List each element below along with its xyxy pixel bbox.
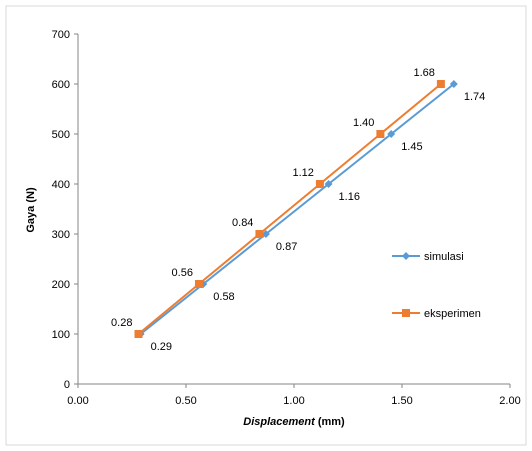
data-point-eksperimen xyxy=(255,230,264,238)
data-label-eksperimen: 0.28 xyxy=(111,317,132,329)
x-axis-title-unit: (mm) xyxy=(315,416,345,428)
y-tick-label: 400 xyxy=(52,179,70,191)
data-label-eksperimen: 0.84 xyxy=(232,217,253,229)
y-tick-label: 200 xyxy=(52,279,70,291)
y-tick-label: 100 xyxy=(52,329,70,341)
y-tick-label: 700 xyxy=(52,29,70,41)
x-axis-title: Displacement (mm) xyxy=(243,416,345,428)
x-tick-label: 1.00 xyxy=(283,395,304,407)
data-point-simulasi xyxy=(324,180,333,188)
data-point-eksperimen xyxy=(376,130,385,138)
series-line-eksperimen xyxy=(137,83,442,335)
legend-label: eksperimen xyxy=(424,308,481,320)
y-axis: 0 100 200 300 400 500 600 700 xyxy=(52,29,79,391)
data-point-eksperimen xyxy=(315,180,324,188)
legend-swatch-marker xyxy=(402,252,410,260)
data-label-simulasi: 0.58 xyxy=(213,291,234,303)
x-tick-label: 0.00 xyxy=(67,395,88,407)
legend-swatch-marker xyxy=(402,309,410,317)
data-point-eksperimen xyxy=(194,280,203,288)
data-label-simulasi: 1.74 xyxy=(464,91,485,103)
series-area xyxy=(134,80,458,338)
data-label-simulasi: 1.16 xyxy=(339,191,360,203)
data-point-simulasi xyxy=(387,130,396,138)
data-label-simulasi: 0.87 xyxy=(276,241,297,253)
x-tick-label: 1.50 xyxy=(391,395,412,407)
data-point-eksperimen xyxy=(436,80,445,88)
data-point-eksperimen xyxy=(134,330,143,338)
series-line-simulasi xyxy=(140,83,455,335)
x-axis-title-main: Displacement xyxy=(243,416,316,428)
data-label-eksperimen: 1.40 xyxy=(353,117,374,129)
y-tick-label: 300 xyxy=(52,229,70,241)
legend-label: simulasi xyxy=(424,251,464,263)
data-point-simulasi xyxy=(449,80,458,88)
data-label-eksperimen: 1.68 xyxy=(413,67,434,79)
y-tick-label: 600 xyxy=(52,79,70,91)
y-tick-label: 500 xyxy=(52,129,70,141)
data-label-eksperimen: 0.56 xyxy=(172,267,193,279)
chart-frame xyxy=(5,5,527,446)
y-tick-label: 0 xyxy=(64,379,70,391)
series-eksperimen xyxy=(134,80,445,338)
y-axis-title: Gaya (N) xyxy=(25,187,37,233)
x-tick-label: 0.50 xyxy=(175,395,196,407)
series-simulasi xyxy=(136,80,458,338)
data-label-simulasi: 1.45 xyxy=(401,141,422,153)
x-axis: 0.00 0.50 1.00 1.50 2.00 xyxy=(67,383,521,407)
x-tick-label: 2.00 xyxy=(499,395,520,407)
legend-item-eksperimen: eksperimen xyxy=(392,308,481,320)
data-labels: 0.29 0.58 0.87 1.16 1.45 1.74 0.28 0.56 0.84 1.12… xyxy=(111,67,485,353)
data-point-simulasi xyxy=(261,230,270,238)
legend: simulasi eksperimen xyxy=(392,251,481,320)
data-label-simulasi: 0.29 xyxy=(151,341,172,353)
legend-item-simulasi: simulasi xyxy=(392,251,464,263)
data-label-eksperimen: 1.12 xyxy=(292,167,313,179)
